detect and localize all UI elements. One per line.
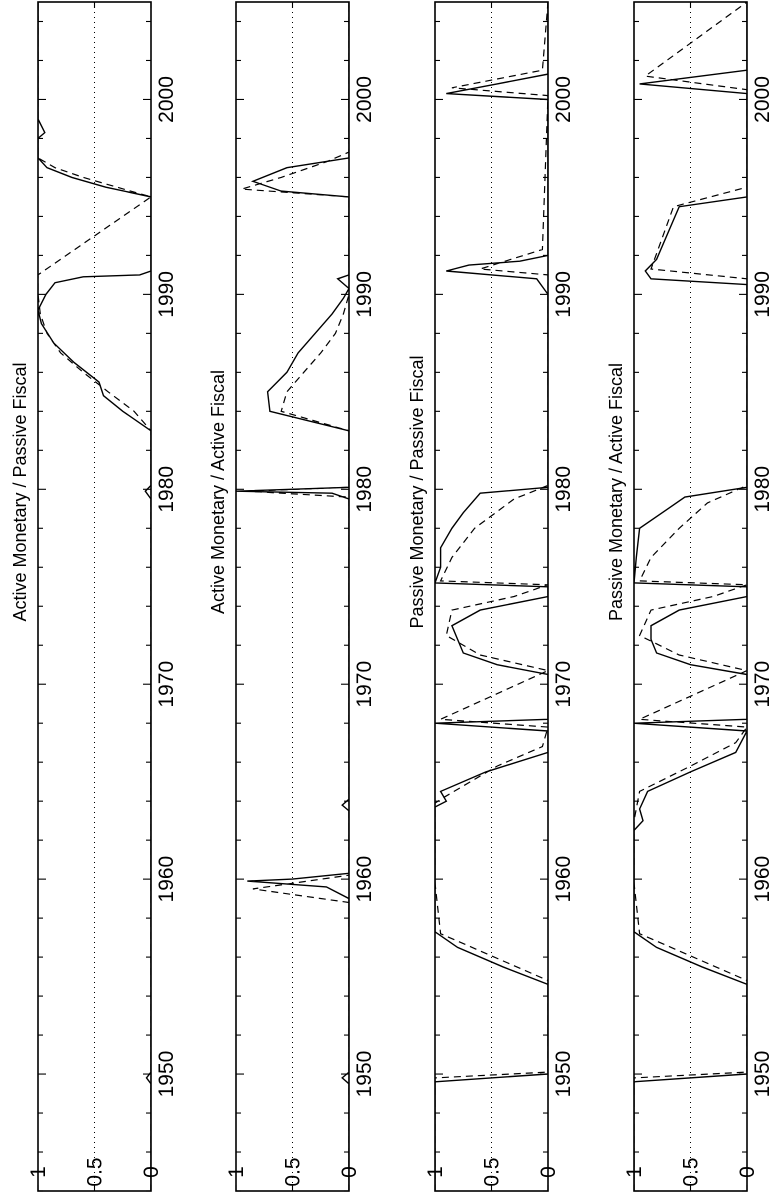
year-tick-label: 1970	[353, 661, 376, 708]
value-tick-label: 1	[225, 1166, 248, 1178]
year-tick-label: 1960	[552, 856, 575, 903]
panel-title: Passive Monetary / Passive Fiscal	[407, 355, 427, 628]
year-tick-label: 2000	[155, 76, 178, 123]
year-tick-label: 1970	[751, 661, 774, 708]
panel-title: Active Monetary / Active Fiscal	[208, 370, 228, 614]
value-tick-label: 0	[338, 1166, 361, 1178]
year-tick-label: 1960	[751, 856, 774, 903]
year-tick-label: 1980	[552, 466, 575, 513]
year-tick-label: 1980	[155, 466, 178, 513]
year-tick-label: 2000	[353, 76, 376, 123]
year-tick-label: 1990	[155, 271, 178, 318]
year-tick-label: 1950	[751, 1051, 774, 1098]
year-tick-label: 1950	[155, 1051, 178, 1098]
panel-1: 0 0.5 1 1950 1960 1970 1980 1990 2000 Active Mone…	[10, 1, 178, 1192]
series-line-solid	[236, 2, 349, 1191]
panel-title: Active Monetary / Passive Fiscal	[10, 362, 30, 621]
value-tick-label: 1	[27, 1166, 50, 1178]
year-tick-label: 1960	[353, 856, 376, 903]
year-tick-label: 1980	[353, 466, 376, 513]
series-line-dashed	[38, 2, 151, 1191]
series-line-solid	[38, 2, 151, 1191]
value-tick-label: 0	[140, 1166, 163, 1178]
year-tick-label: 1990	[751, 271, 774, 318]
panel-2: 0 0.5 1 1950 1960 1970 1980 1990 2000 Active Mone…	[208, 1, 376, 1192]
year-tick-label: 1960	[155, 856, 178, 903]
year-tick-label: 1950	[353, 1051, 376, 1098]
year-tick-label: 1990	[353, 271, 376, 318]
year-tick-label: 1970	[155, 661, 178, 708]
series-line-solid	[435, 2, 548, 1191]
series-line-dashed	[241, 2, 349, 1191]
year-tick-label: 1950	[552, 1051, 575, 1098]
year-tick-label: 2000	[751, 76, 774, 123]
value-tick-label: 0.5	[84, 1157, 107, 1186]
value-tick-label: 0.5	[680, 1157, 703, 1186]
panel-title: Passive Monetary / Active Fiscal	[606, 363, 626, 621]
year-tick-label: 1980	[751, 466, 774, 513]
year-tick-label: 1970	[552, 661, 575, 708]
series-line-dashed	[634, 2, 747, 1191]
value-tick-label: 0	[537, 1166, 560, 1178]
year-tick-label: 2000	[552, 76, 575, 123]
value-tick-label: 0.5	[481, 1157, 504, 1186]
value-tick-label: 0.5	[282, 1157, 305, 1186]
year-tick-label: 1990	[552, 271, 575, 318]
series-line-solid	[634, 2, 747, 1191]
value-tick-label: 0	[736, 1166, 759, 1178]
